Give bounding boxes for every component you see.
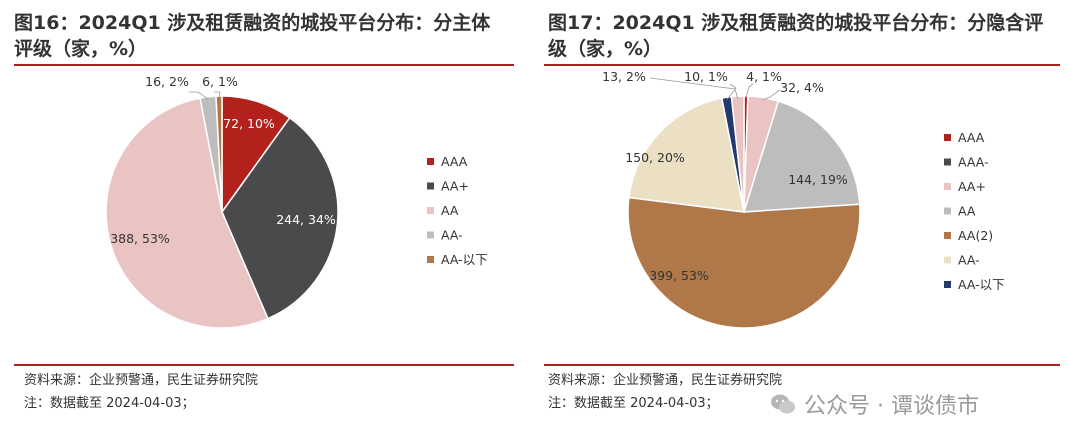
data-label: 16, 2% bbox=[145, 74, 189, 89]
leader-line bbox=[726, 83, 737, 100]
pie-slice-AAA bbox=[221, 95, 291, 215]
data-label: 150, 20% bbox=[625, 150, 685, 165]
data-label: 6, 1% bbox=[202, 74, 238, 89]
note-text: 注：数据截至 2024-04-03； bbox=[24, 396, 195, 411]
data-label: 399, 53% bbox=[649, 268, 709, 283]
watermark-text: 公众号 · 谭谈债市 bbox=[804, 394, 979, 419]
footer-divider bbox=[14, 364, 514, 366]
chart-title: 图16：2024Q1 涉及租赁融资的城投平台分布：分主体评级（家，%） bbox=[14, 12, 491, 60]
legend-swatch bbox=[944, 281, 951, 288]
chart-title: 图17：2024Q1 涉及租赁融资的城投平台分布：分隐含评级（家，%） bbox=[548, 12, 1044, 60]
data-label: 4, 1% bbox=[746, 69, 782, 84]
footer-divider bbox=[544, 364, 1060, 366]
data-label: 144, 19% bbox=[788, 172, 848, 187]
legend-swatch bbox=[427, 207, 434, 214]
legend-label: AAA bbox=[441, 154, 468, 169]
legend-swatch bbox=[427, 158, 434, 165]
title-divider bbox=[544, 64, 1060, 66]
legend-label: AA-以下 bbox=[958, 277, 1005, 292]
legend-label: AA+ bbox=[441, 179, 469, 194]
legend-label: AA bbox=[958, 204, 976, 219]
title-divider bbox=[14, 64, 514, 66]
legend-label: AAA bbox=[958, 130, 985, 145]
pie-slice-AA bbox=[742, 100, 861, 213]
wechat-icon bbox=[771, 394, 795, 414]
pie-chart-implied-rating: 4, 1%32, 4% 144, 19% 399, 53% 150, 20% 10, 1… bbox=[602, 69, 1005, 329]
legend-swatch bbox=[427, 182, 434, 190]
legend-swatch bbox=[944, 134, 951, 141]
data-label: 10, 1% bbox=[684, 69, 728, 84]
legend-label: AA- bbox=[958, 253, 980, 268]
legend-label: AA bbox=[441, 203, 459, 218]
legend-swatch bbox=[944, 183, 951, 190]
legend-swatch bbox=[427, 256, 434, 263]
leader-line bbox=[189, 91, 209, 100]
leader-line bbox=[745, 83, 754, 99]
data-label: 13, 2% bbox=[602, 69, 646, 84]
data-label: 32, 4% bbox=[780, 80, 824, 95]
legend-swatch bbox=[944, 207, 951, 215]
legend-swatch bbox=[944, 232, 951, 239]
data-label: 244, 34% bbox=[276, 212, 336, 227]
legend-label: AA+ bbox=[958, 179, 986, 194]
data-label: 388, 53% bbox=[110, 231, 170, 246]
legend-swatch bbox=[427, 231, 434, 239]
note-text: 注：数据截至 2024-04-03； bbox=[548, 396, 719, 411]
data-label: 72, 10% bbox=[223, 116, 275, 131]
pie-slice-AA bbox=[105, 97, 269, 329]
legend-swatch bbox=[944, 158, 951, 166]
chart-panel-left: 图16：2024Q1 涉及租赁融资的城投平台分布：分主体评级（家，%） 72, … bbox=[0, 0, 527, 444]
legend-label: AAA- bbox=[958, 155, 989, 170]
legend-label: AA- bbox=[441, 228, 463, 243]
source-text: 资料来源：企业预警通，民生证券研究院 bbox=[24, 373, 259, 388]
leader-line bbox=[762, 89, 781, 101]
pie-slice-other bbox=[730, 95, 745, 213]
watermark: 公众号 · 谭谈债市 bbox=[770, 388, 979, 420]
pie-slice-AA+ bbox=[221, 116, 339, 320]
pie-chart-main-rating: 72, 10% 244, 34% 388, 53% 16, 2% 6, 1% AAA AA+… bbox=[105, 74, 488, 329]
legend-label: AA(2) bbox=[958, 228, 993, 243]
chart-panel-right: 图17：2024Q1 涉及租赁融资的城投平台分布：分隐含评级（家，%） 4, 1… bbox=[540, 0, 1069, 444]
pie-slice-AA- bbox=[628, 97, 745, 213]
legend-label: AA-以下 bbox=[441, 252, 488, 267]
leader-line bbox=[214, 91, 221, 99]
leader-line bbox=[649, 77, 739, 99]
pie-slice-AA(2) bbox=[627, 196, 861, 329]
legend-swatch bbox=[944, 256, 951, 264]
source-text: 资料来源：企业预警通，民生证券研究院 bbox=[548, 373, 783, 388]
